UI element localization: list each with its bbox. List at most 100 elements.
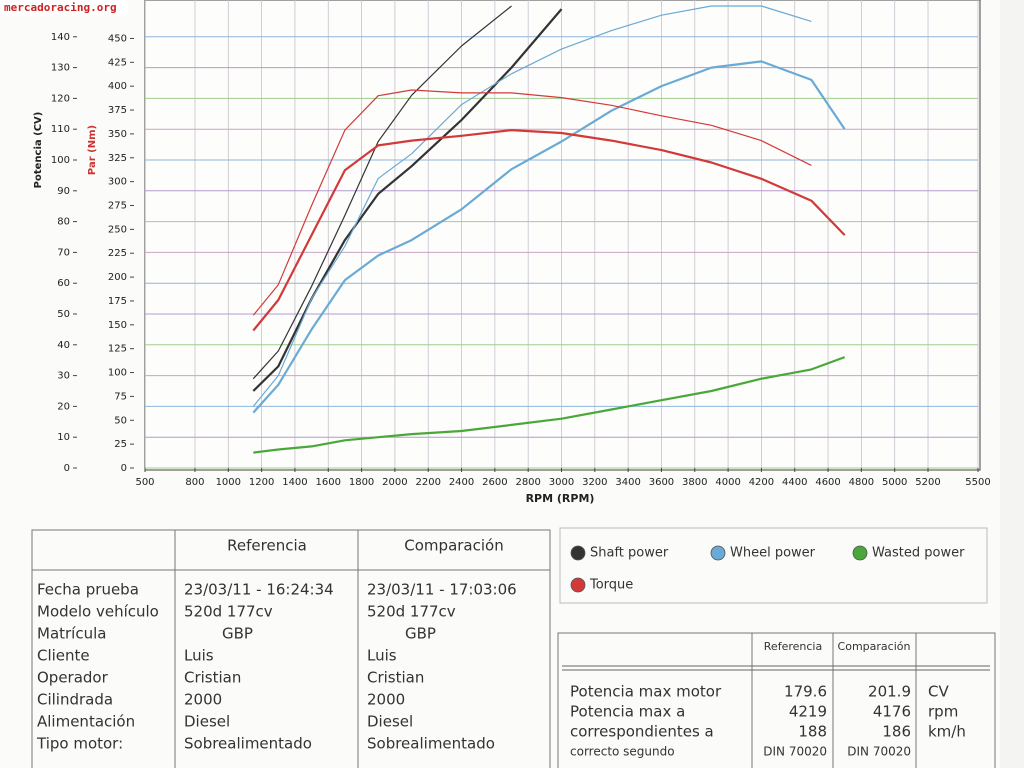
info-table bbox=[31, 529, 551, 768]
y-tick-label: 90 bbox=[57, 186, 70, 197]
legend-label: Wheel power bbox=[730, 546, 816, 561]
legend-box bbox=[559, 527, 988, 604]
row-label: Tipo motor: bbox=[36, 735, 123, 753]
y2-tick-label: 100 bbox=[108, 368, 127, 379]
x-tick-label: 5200 bbox=[915, 477, 940, 488]
cell-value: 186 bbox=[882, 723, 911, 741]
row-label: Cliente bbox=[37, 647, 90, 665]
plot-area bbox=[144, 0, 981, 471]
legend-label: Torque bbox=[589, 578, 633, 593]
y2-tick-label: 125 bbox=[108, 344, 127, 355]
x-tick-label: 2200 bbox=[415, 477, 440, 488]
cell-value: 23/03/11 - 16:24:34 bbox=[184, 581, 334, 599]
y-tick-label: 50 bbox=[57, 309, 70, 320]
curve bbox=[252, 5, 812, 407]
row-label: Potencia max motor bbox=[570, 683, 722, 701]
unit: CV bbox=[928, 683, 949, 701]
curve bbox=[252, 8, 563, 392]
cell-value: 188 bbox=[798, 723, 827, 741]
legend-label: Wasted power bbox=[872, 546, 965, 561]
y2-tick-label: 225 bbox=[108, 248, 127, 259]
y2-tick-label: 450 bbox=[108, 33, 127, 44]
row-label: Modelo vehículo bbox=[37, 603, 159, 621]
x-tick-label: 1200 bbox=[249, 477, 274, 488]
y2-tick-label: 250 bbox=[108, 224, 127, 235]
row-label: Fecha prueba bbox=[37, 581, 139, 599]
watermark-bg bbox=[0, 0, 128, 16]
y2-axis-title: Par (Nm) bbox=[87, 125, 98, 175]
y-tick-label: 80 bbox=[57, 217, 70, 228]
x-tick-label: 4400 bbox=[782, 477, 807, 488]
cell-value: Luis bbox=[184, 647, 214, 665]
row-label: correcto segundo bbox=[570, 745, 675, 759]
summary-rows: Referencia Comparación Potencia max motor 1… bbox=[570, 640, 966, 759]
cell-value: 201.9 bbox=[868, 683, 911, 701]
x-tick-label: 3800 bbox=[682, 477, 707, 488]
row-label: Cilindrada bbox=[37, 691, 113, 709]
y-tick-label: 140 bbox=[51, 32, 70, 43]
cell-value: 179.6 bbox=[784, 683, 827, 701]
legend-marker bbox=[710, 545, 726, 561]
cell-value: 4176 bbox=[873, 703, 911, 721]
x-tick-label: 3600 bbox=[649, 477, 674, 488]
legend-marker bbox=[570, 577, 586, 593]
x-tick-label: 5500 bbox=[965, 477, 990, 488]
cell-value: GBP bbox=[222, 625, 253, 643]
cell-value: Diesel bbox=[184, 713, 230, 731]
y2-tick-label: 200 bbox=[108, 272, 127, 283]
cell-value: Sobrealimentado bbox=[367, 735, 495, 753]
x-tick-label: 4600 bbox=[815, 477, 840, 488]
column-header: Comparación bbox=[404, 537, 503, 555]
cell-value: Luis bbox=[367, 647, 397, 665]
unit: km/h bbox=[928, 723, 966, 741]
y2-tick-label: 425 bbox=[108, 57, 127, 68]
y-tick-label: 40 bbox=[57, 340, 70, 351]
ticks: 500 800 1000 1200 1400 1600 1800 2000 2200 2400 26… bbox=[51, 32, 991, 488]
x-axis-title: RPM (RPM) bbox=[526, 492, 595, 505]
cell-value: DIN 70020 bbox=[847, 745, 911, 759]
x-tick-label: 4000 bbox=[715, 477, 740, 488]
x-tick-label: 1800 bbox=[349, 477, 374, 488]
curve bbox=[252, 5, 512, 380]
y-tick-label: 60 bbox=[57, 278, 70, 289]
y-tick-label: 100 bbox=[51, 155, 70, 166]
x-tick-label: 3400 bbox=[615, 477, 640, 488]
column-header: Referencia bbox=[227, 537, 307, 555]
x-tick-label: 5000 bbox=[882, 477, 907, 488]
cell-value: 4219 bbox=[789, 703, 827, 721]
y-tick-label: 110 bbox=[51, 124, 70, 135]
cell-value: 520d 177cv bbox=[184, 603, 273, 621]
cell-value: 520d 177cv bbox=[367, 603, 456, 621]
x-tick-label: 2800 bbox=[515, 477, 540, 488]
row-label: Alimentación bbox=[37, 713, 135, 731]
column-header: Referencia bbox=[764, 640, 822, 653]
table-border bbox=[31, 529, 551, 768]
y2-tick-label: 325 bbox=[108, 153, 127, 164]
column-header: Comparación bbox=[838, 640, 911, 653]
y-tick-label: 0 bbox=[64, 463, 70, 474]
row-label: Matrícula bbox=[37, 625, 106, 643]
x-tick-label: 4800 bbox=[849, 477, 874, 488]
y-tick-label: 10 bbox=[57, 432, 70, 443]
x-tick-label: 2000 bbox=[382, 477, 407, 488]
y-tick-label: 120 bbox=[51, 93, 70, 104]
x-tick-label: 2600 bbox=[482, 477, 507, 488]
cell-value: Cristian bbox=[184, 669, 241, 687]
cell-value: DIN 70020 bbox=[763, 745, 827, 759]
y-tick-label: 130 bbox=[51, 63, 70, 74]
cell-value: 2000 bbox=[184, 691, 222, 709]
y2-tick-label: 50 bbox=[114, 415, 127, 426]
y2-tick-label: 300 bbox=[108, 177, 127, 188]
x-tick-label: 500 bbox=[135, 477, 154, 488]
legend-marker bbox=[570, 545, 586, 561]
x-tick-label: 3000 bbox=[549, 477, 574, 488]
watermark: mercadoracing.org bbox=[4, 1, 117, 14]
summary-table bbox=[557, 632, 996, 768]
x-tick-label: 1000 bbox=[216, 477, 241, 488]
x-tick-label: 800 bbox=[185, 477, 204, 488]
y-tick-label: 20 bbox=[57, 401, 70, 412]
y2-tick-label: 400 bbox=[108, 81, 127, 92]
cell-value: 23/03/11 - 17:03:06 bbox=[367, 581, 517, 599]
cell-value: GBP bbox=[405, 625, 436, 643]
